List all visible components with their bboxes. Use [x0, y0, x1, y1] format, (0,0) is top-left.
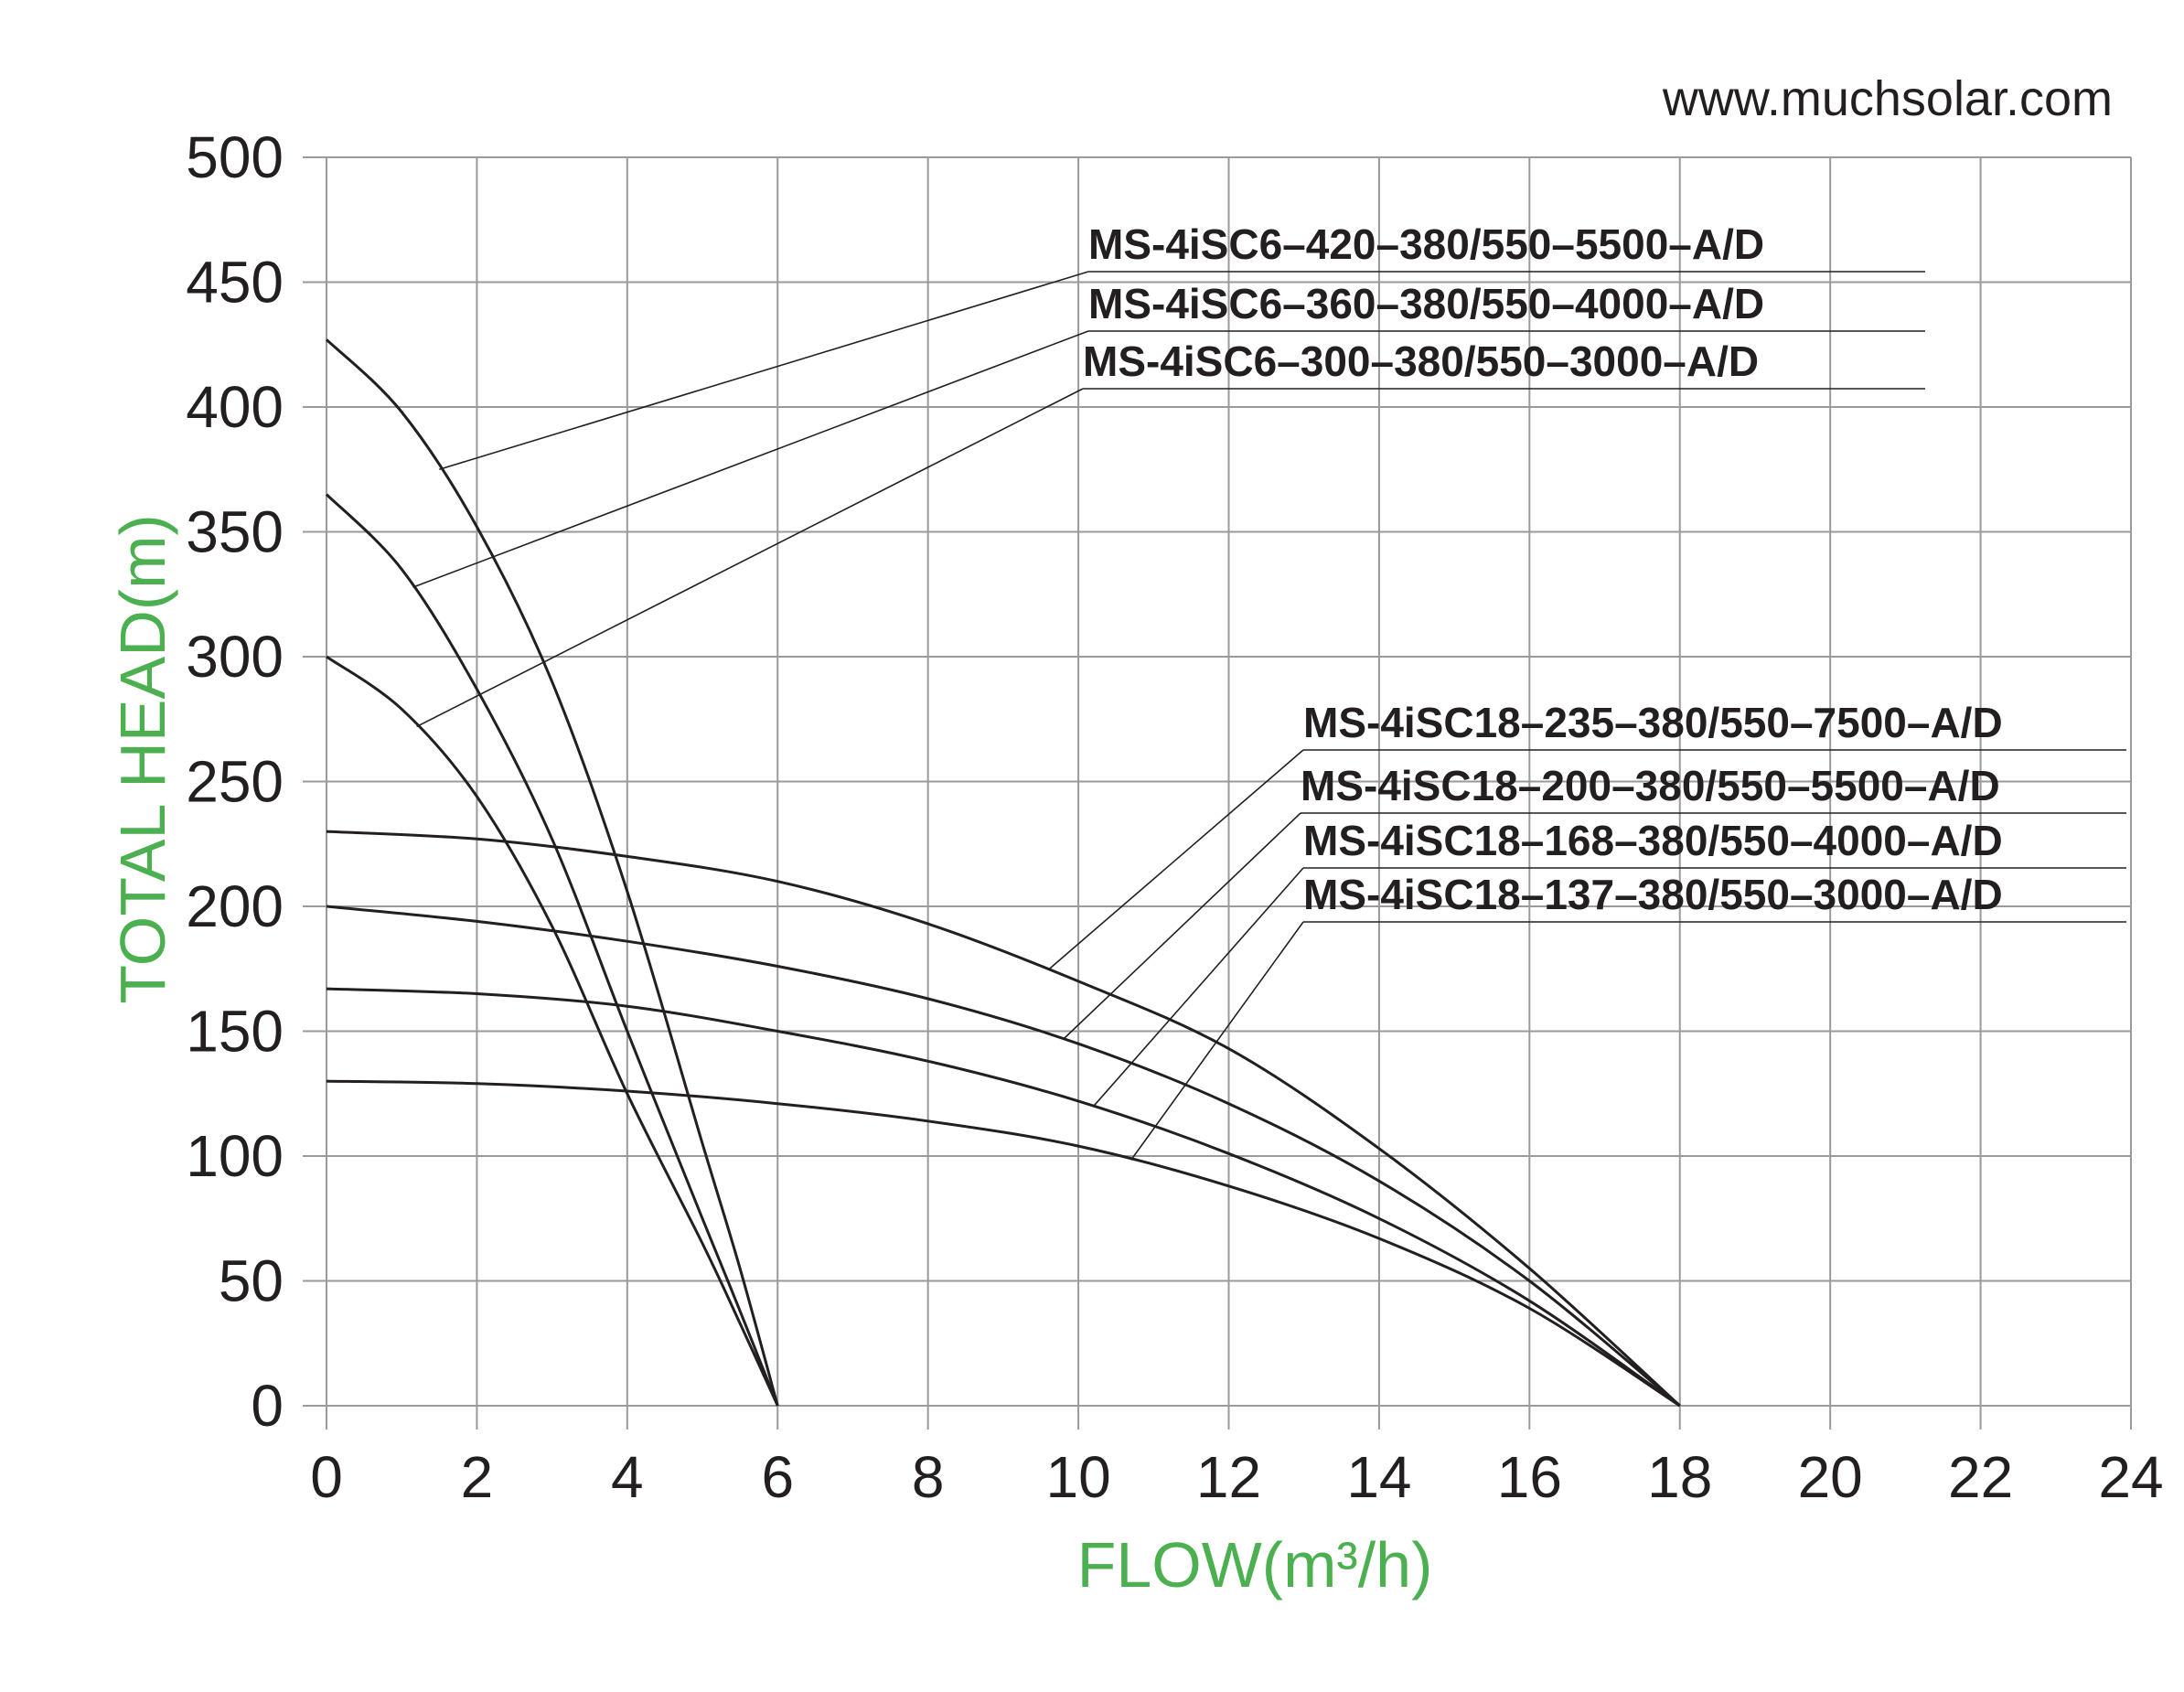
- series-line: [325, 493, 779, 1407]
- x-tick-label: 12: [1196, 1444, 1261, 1510]
- series-line: [326, 655, 779, 1407]
- y-tick-label: 300: [186, 624, 284, 690]
- series-line: [326, 905, 1681, 1408]
- y-tick-label: 150: [186, 999, 284, 1065]
- x-tick-label: 8: [912, 1444, 945, 1510]
- website-label: www.muchsolar.com: [1662, 71, 2113, 126]
- y-tick-label: 250: [186, 749, 284, 815]
- y-tick-label: 50: [219, 1248, 284, 1314]
- series-leader-line: [1047, 749, 1304, 970]
- series-line: [326, 987, 1681, 1408]
- series-line: [326, 1079, 1681, 1408]
- series-label: MS-4iSC18–137–380/550–3000–A/D: [1303, 871, 2003, 918]
- series-line: [326, 830, 1681, 1408]
- series-label: MS-4iSC18–168–380/550–4000–A/D: [1303, 817, 2003, 864]
- y-tick-label: 400: [186, 374, 284, 440]
- series-leader-line: [1092, 867, 1304, 1108]
- x-tick-label: 14: [1346, 1444, 1411, 1510]
- series-label: MS-4iSC18–200–380/550–5500–A/D: [1301, 762, 2000, 809]
- y-tick-label: 500: [186, 124, 284, 190]
- y-tick-label: 450: [186, 250, 284, 316]
- series-label: MS-4iSC6–420–380/550–5500–A/D: [1088, 220, 1764, 268]
- x-tick-label: 20: [1798, 1444, 1863, 1510]
- x-axis-title: FLOW(m³/h): [1077, 1529, 1433, 1601]
- curve-layer: [325, 338, 1681, 1408]
- x-tick-label: 24: [2098, 1444, 2163, 1510]
- series-leader-line: [1129, 921, 1304, 1161]
- series-leader-line: [416, 388, 1084, 728]
- x-tick-label: 16: [1497, 1444, 1562, 1510]
- y-axis-title: TOTAL HEAD(m): [107, 514, 178, 1003]
- tick-layer: 0 2 4 6 8 10 12 14 16 18 20 22 240501001502002503003…: [186, 124, 2163, 1510]
- x-tick-label: 18: [1647, 1444, 1712, 1510]
- y-tick-label: 200: [186, 873, 284, 939]
- y-tick-label: 0: [251, 1373, 284, 1439]
- series-line: [325, 338, 779, 1407]
- series-label: MS-4iSC6–300–380/550–3000–A/D: [1083, 337, 1759, 385]
- leader-layer: [412, 271, 2126, 1161]
- series-leader-line: [412, 330, 1089, 588]
- x-tick-label: 10: [1045, 1444, 1110, 1510]
- x-tick-label: 2: [461, 1444, 494, 1510]
- series-leader-line: [1063, 812, 1301, 1040]
- y-tick-label: 100: [186, 1123, 284, 1189]
- series-label: MS-4iSC6–360–380/550–4000–A/D: [1088, 280, 1764, 327]
- y-tick-label: 350: [186, 499, 284, 565]
- series-label: MS-4iSC18–235–380/550–7500–A/D: [1303, 699, 2003, 746]
- x-tick-label: 0: [310, 1444, 343, 1510]
- series-label-layer: MS-4iSC6–420–380/550–5500–A/D MS-4iSC6–36…: [1083, 220, 2003, 918]
- grid-layer: [303, 156, 2132, 1430]
- series-leader-line: [439, 271, 1089, 471]
- x-tick-label: 6: [761, 1444, 794, 1510]
- x-tick-label: 22: [1948, 1444, 2013, 1510]
- x-tick-label: 4: [611, 1444, 644, 1510]
